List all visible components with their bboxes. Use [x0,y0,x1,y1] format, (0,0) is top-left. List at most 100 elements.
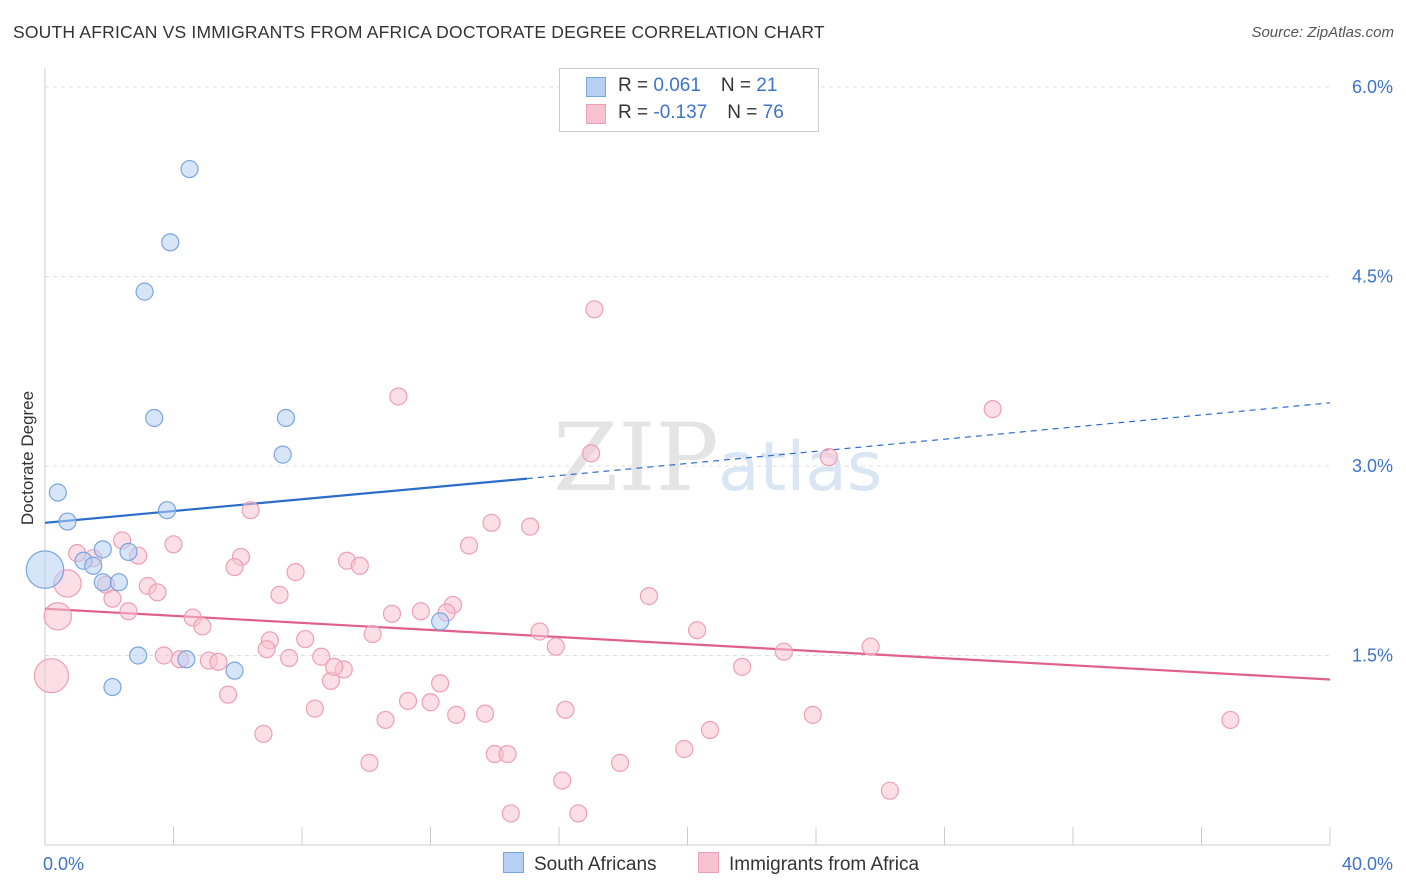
south-africans-point [93,540,112,559]
source-label: Source: ZipAtlas.com [1251,24,1394,41]
legend-swatch-blue [586,77,606,97]
immigrants-point [325,657,344,676]
south-africans-point [225,661,244,680]
watermark-atlas: atlas [718,428,882,507]
immigrants-point [280,648,299,668]
immigrants-point [296,629,315,649]
immigrants-point [286,563,305,582]
immigrants-point [556,700,575,719]
immigrants-point [398,691,418,711]
immigrants-point [254,724,273,743]
x-tick-label: 40.0% [1342,854,1393,874]
immigrants-point [148,583,167,602]
legend-n-value: 21 [756,75,778,96]
x-tick-label: 0.0% [43,854,84,874]
watermark: ZIP atlas [553,404,882,513]
immigrants-point [421,693,440,712]
south-africans-point [273,445,292,464]
immigrants-point [688,621,707,640]
immigrants-point [219,685,238,704]
legend-n-label: N = [720,75,757,96]
immigrants-point [193,617,212,636]
south-africans-point [180,159,199,179]
immigrants-point [312,647,331,666]
immigrants-point [585,300,604,319]
immigrants-point [819,448,838,467]
immigrants-point [389,387,408,406]
y-tick-label: 6.0% [1352,77,1393,97]
trend-south-africans-dashed [526,402,1331,480]
south-africans-point [157,501,177,520]
x-tick-labels: 0.0% 40.0% [43,854,1393,874]
bottom-legend-immigrants: Immigrants from Africa [698,852,919,876]
bottom-legend-swatch-blue [503,852,524,873]
south-africans-point [84,556,103,575]
immigrants-point [411,602,430,621]
immigrants-point [305,699,324,718]
immigrants-point [700,720,720,740]
y-tick-label: 3.0% [1352,456,1393,476]
south-africans-point [58,512,77,531]
legend-r-value: 0.061 [653,75,701,96]
immigrants-point [1221,710,1240,730]
south-africans-point [103,677,122,697]
south-africans-point [135,282,154,301]
immigrants-point [675,739,694,759]
bottom-legend-label: South Africans [534,854,657,875]
south-africans-point [93,573,112,592]
immigrants-point [880,781,899,800]
south-africans-point [119,542,138,561]
immigrants-point [774,642,793,661]
trend-lines [44,402,1331,681]
immigrants-point [257,640,276,659]
immigrants-point [431,674,450,693]
immigrants-point [103,589,122,608]
south-africans-point [48,483,67,502]
immigrants-point [861,637,880,656]
immigrants-point [610,753,630,772]
immigrants-point [803,705,822,724]
immigrants-point [520,517,540,536]
legend-r-value: -0.137 [653,102,708,123]
immigrants-point [476,704,495,723]
south-africans-point [25,550,65,589]
immigrants-point [733,657,752,676]
immigrants-point [164,535,183,554]
chart-title: SOUTH AFRICAN VS IMMIGRANTS FROM AFRICA … [13,22,825,42]
bottom-legend-label: Immigrants from Africa [729,854,920,875]
immigrants-point [569,804,588,823]
legend-n-value: 76 [762,102,784,123]
legend-r-label: R = [618,75,654,96]
immigrants-point [501,804,520,823]
legend-swatch-pink [586,104,606,124]
immigrants-point [363,624,382,644]
immigrants-point [546,637,565,656]
data-points [25,159,1240,823]
immigrants-point [270,585,289,604]
immigrants-point [350,556,369,575]
south-africans-point [145,408,164,428]
immigrants-point [459,536,479,555]
y-tick-labels: 1.5% 3.0% 4.5% 6.0% [1352,77,1393,666]
bottom-legend-swatch-pink [698,852,719,873]
x-ticks [44,827,1331,845]
immigrants-point [482,513,501,532]
legend-n-label: N = [727,102,763,123]
immigrants-point [639,587,659,606]
trend-immigrants [44,607,1331,681]
y-axis-label: Doctorate Degree [18,391,37,525]
immigrants-point [209,652,228,671]
immigrants-point [154,646,173,665]
immigrants-point [225,557,244,577]
immigrants-point [983,400,1002,419]
immigrants-point [553,771,572,790]
immigrants-point [582,444,601,463]
immigrants-point [382,604,402,623]
immigrants-point [33,658,70,694]
immigrants-point [376,710,395,730]
south-africans-point [129,646,148,665]
immigrants-point [43,602,73,631]
immigrants-point [241,501,260,520]
watermark-zip: ZIP [553,404,719,513]
immigrants-point [498,744,517,764]
